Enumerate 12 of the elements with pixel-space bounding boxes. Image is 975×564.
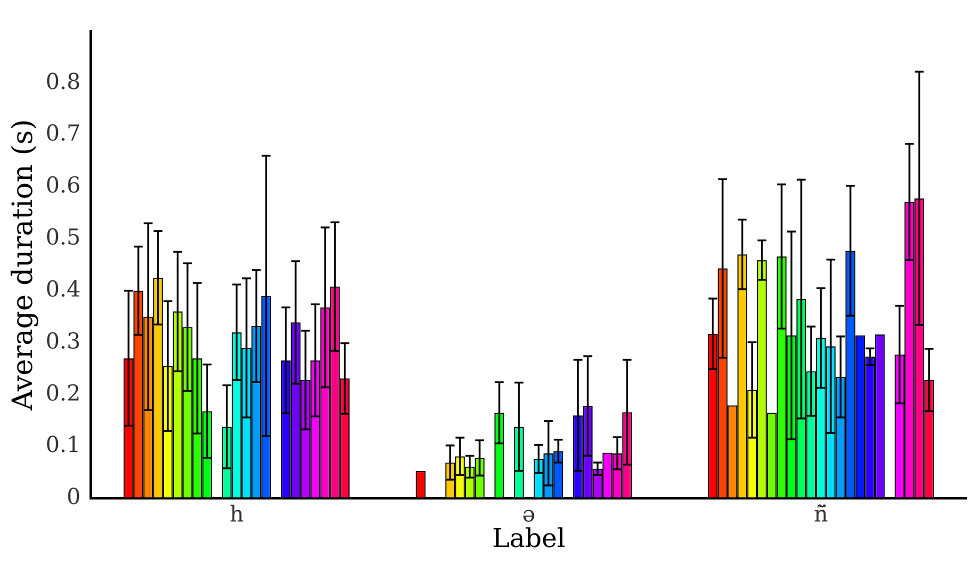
y-tick-label: 0.2 [46, 381, 81, 406]
y-tick-label: 0 [66, 485, 81, 510]
y-tick-label: 0.6 [46, 174, 81, 199]
y-tick-label: 0.5 [46, 226, 81, 251]
y-axis-title: Average duration (s) [6, 119, 40, 412]
y-tick-label: 0.3 [46, 329, 81, 354]
y-tick-label: 0.8 [46, 70, 81, 95]
x-tick-label: h [230, 502, 244, 528]
y-tick-label: 0.4 [46, 277, 81, 302]
y-tick-label: 0.7 [46, 122, 81, 147]
x-tick-label: ñ̈ [814, 502, 828, 528]
y-tick-label: 0.1 [46, 433, 81, 458]
